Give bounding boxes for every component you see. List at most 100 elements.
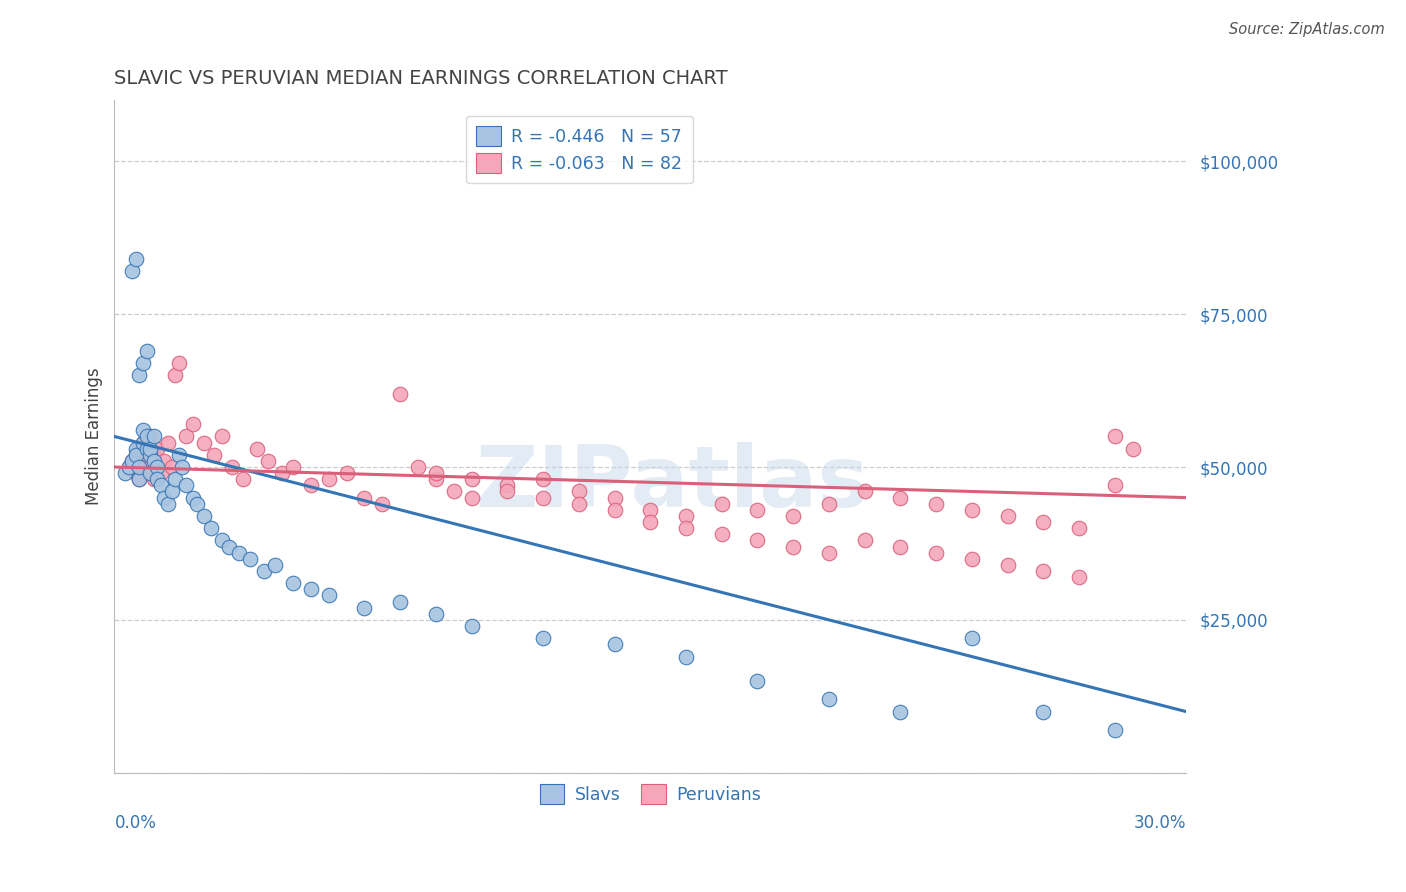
Point [125, 448, 148, 462]
Point [371, 497, 394, 511]
Point [125, 442, 148, 456]
Point [232, 472, 254, 486]
Point [1067, 521, 1090, 535]
Point [460, 491, 482, 505]
Point [997, 508, 1019, 523]
Text: 30.0%: 30.0% [1133, 814, 1187, 832]
Point [710, 497, 733, 511]
Point [1032, 515, 1054, 529]
Point [160, 460, 183, 475]
Point [425, 607, 447, 621]
Point [853, 533, 876, 548]
Point [271, 466, 294, 480]
Point [146, 460, 169, 475]
Point [132, 435, 155, 450]
Point [336, 466, 359, 480]
Legend: Slavs, Peruvians: Slavs, Peruvians [533, 777, 768, 811]
Point [818, 692, 841, 706]
Point [125, 448, 148, 462]
Point [132, 356, 155, 370]
Point [960, 631, 983, 645]
Point [640, 515, 662, 529]
Point [228, 546, 250, 560]
Point [1104, 429, 1126, 443]
Point [211, 429, 233, 443]
Point [1032, 705, 1054, 719]
Point [132, 435, 155, 450]
Point [221, 460, 243, 475]
Point [1067, 570, 1090, 584]
Point [246, 442, 269, 456]
Point [193, 435, 215, 450]
Point [146, 460, 169, 475]
Point [135, 448, 157, 462]
Point [186, 497, 208, 511]
Point [121, 264, 143, 278]
Point [1032, 564, 1054, 578]
Point [253, 564, 276, 578]
Point [128, 460, 150, 475]
Point [603, 637, 626, 651]
Point [675, 649, 697, 664]
Point [853, 484, 876, 499]
Point [239, 551, 262, 566]
Point [353, 600, 375, 615]
Point [128, 472, 150, 486]
Point [281, 576, 304, 591]
Point [200, 521, 222, 535]
Point [165, 472, 187, 486]
Point [889, 540, 911, 554]
Point [318, 589, 340, 603]
Point [142, 429, 165, 443]
Point [389, 594, 412, 608]
Point [406, 460, 429, 475]
Text: ZIPatlas: ZIPatlas [475, 442, 869, 525]
Point [132, 460, 155, 475]
Point [257, 454, 280, 468]
Point [603, 491, 626, 505]
Point [889, 705, 911, 719]
Text: Source: ZipAtlas.com: Source: ZipAtlas.com [1229, 22, 1385, 37]
Point [153, 491, 176, 505]
Point [174, 478, 197, 492]
Point [603, 503, 626, 517]
Point [156, 435, 179, 450]
Point [156, 497, 179, 511]
Point [782, 508, 804, 523]
Point [531, 472, 554, 486]
Point [425, 472, 447, 486]
Point [121, 454, 143, 468]
Point [460, 619, 482, 633]
Point [118, 460, 141, 475]
Point [132, 423, 155, 437]
Point [443, 484, 465, 499]
Y-axis label: Median Earnings: Median Earnings [86, 368, 103, 505]
Point [747, 673, 769, 688]
Point [818, 546, 841, 560]
Point [710, 527, 733, 541]
Point [211, 533, 233, 548]
Point [172, 460, 194, 475]
Point [496, 478, 519, 492]
Point [128, 472, 150, 486]
Point [299, 582, 322, 597]
Point [747, 503, 769, 517]
Point [181, 417, 204, 432]
Point [925, 497, 948, 511]
Point [139, 442, 162, 456]
Point [264, 558, 287, 572]
Point [818, 497, 841, 511]
Point [139, 460, 162, 475]
Point [167, 448, 190, 462]
Point [889, 491, 911, 505]
Point [135, 442, 157, 456]
Text: SLAVIC VS PERUVIAN MEDIAN EARNINGS CORRELATION CHART: SLAVIC VS PERUVIAN MEDIAN EARNINGS CORRE… [114, 69, 728, 87]
Point [167, 356, 190, 370]
Point [425, 466, 447, 480]
Point [460, 472, 482, 486]
Point [135, 429, 157, 443]
Point [675, 508, 697, 523]
Point [149, 478, 172, 492]
Point [114, 466, 136, 480]
Point [568, 484, 591, 499]
